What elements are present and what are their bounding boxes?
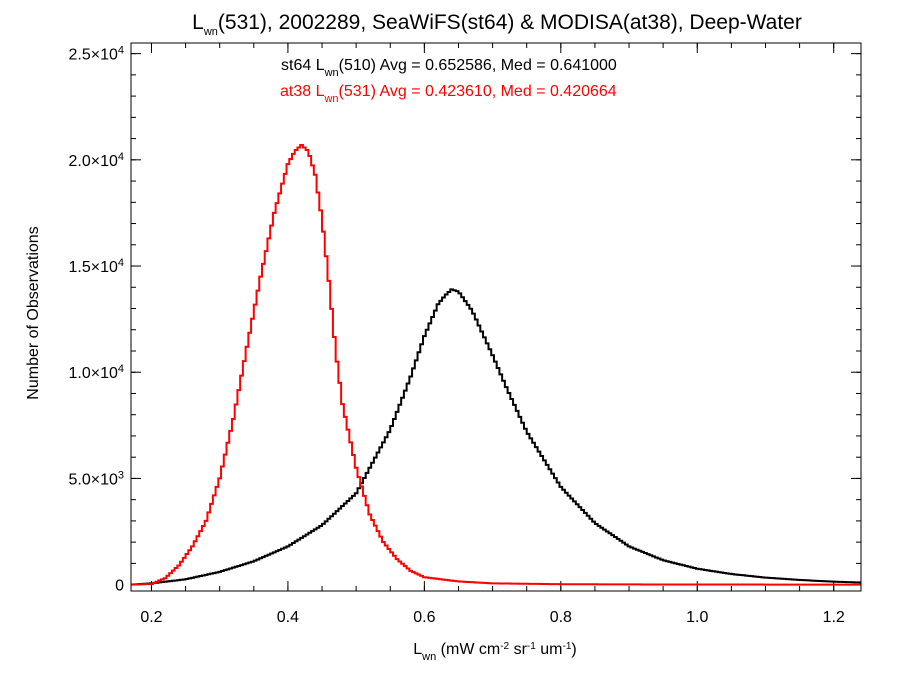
x-tick-label: 1.0	[686, 609, 708, 626]
x-tick-label: 0.8	[550, 609, 572, 626]
plot-frame	[130, 42, 862, 592]
y-tick-label: 0	[115, 578, 124, 595]
x-tick-label: 0.4	[277, 609, 299, 626]
axis-ticks: 0.2 0.4 0.6 0.8 1.0 1.2 0 5.0×103 1.0×104 1.5×104…	[68, 43, 861, 626]
series-line-st64	[131, 288, 861, 586]
series-line-at38	[131, 143, 861, 586]
y-tick-label: 2.0×104	[68, 151, 124, 170]
y-tick-label: 5.0×103	[68, 469, 124, 488]
data-series	[131, 143, 861, 586]
x-axis-label: Lwn (mW cm-2 sr-1 um-1)	[413, 641, 576, 664]
y-axis-label: Number of Observations	[25, 226, 42, 399]
chart-title: Lwn(531), 2002289, SeaWiFS(st64) & MODIS…	[192, 11, 802, 38]
x-tick-label: 0.6	[413, 609, 435, 626]
y-tick-label: 2.5×104	[68, 45, 124, 64]
x-tick-label: 1.2	[823, 609, 845, 626]
y-tick-label: 1.0×104	[68, 363, 124, 382]
x-tick-label: 0.2	[140, 609, 162, 626]
y-tick-label: 1.5×104	[68, 257, 124, 276]
series-annotation-at38: at38 Lwn(531) Avg = 0.423610, Med = 0.42…	[280, 83, 617, 105]
series-annotation-st64: st64 Lwn(510) Avg = 0.652586, Med = 0.64…	[281, 57, 617, 79]
